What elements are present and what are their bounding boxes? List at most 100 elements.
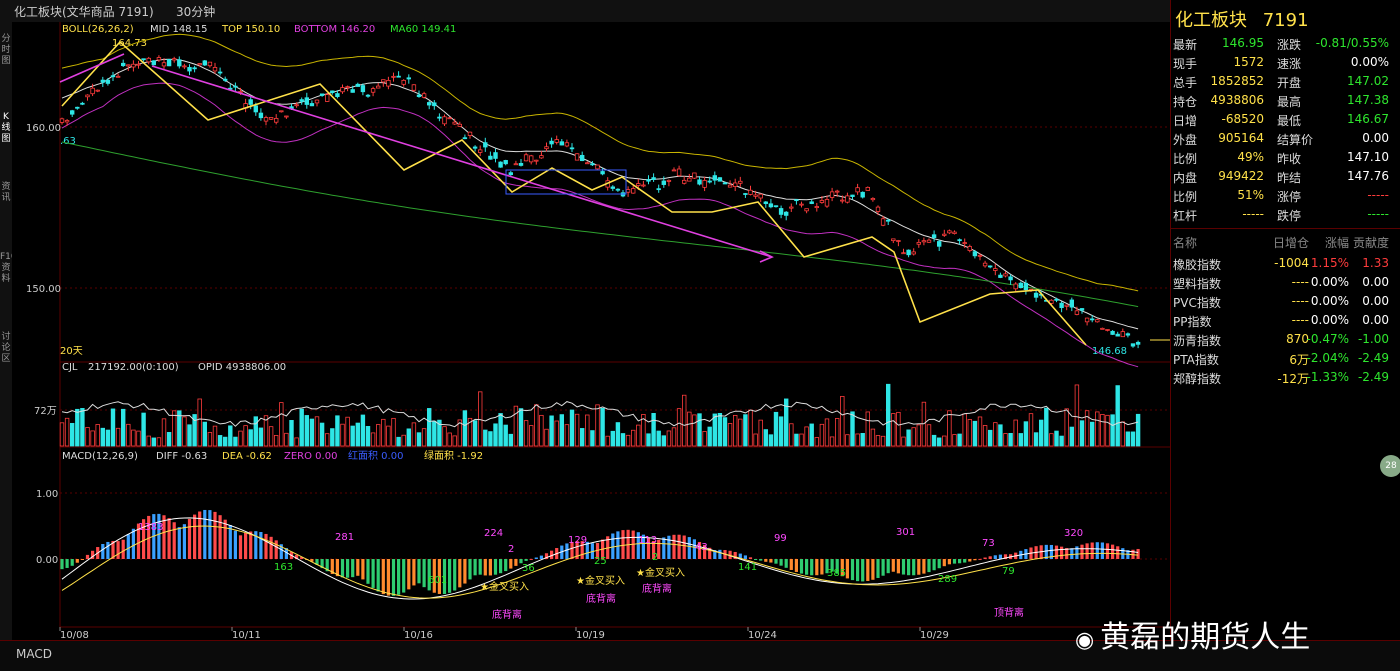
candle-body [401,79,406,85]
macd-bar [748,557,753,559]
volume-bar [539,414,544,447]
volume-bar [197,398,202,447]
volume-bar [1069,426,1074,447]
macd-bar [381,559,385,595]
macd-bar [652,541,656,559]
index-cell: 0.00% [1310,313,1349,327]
candle-body [115,75,121,78]
candle-body [483,142,488,148]
volume-bar [845,434,850,447]
watermark-text: 黄磊的期货人生 [1100,620,1311,655]
quote-name: 化工板块 [1175,10,1247,31]
volume-bar [738,418,743,447]
macd-bar [580,541,584,559]
tab-kline[interactable]: K线图 [1,112,11,144]
macd-bar [442,559,447,594]
volume-bar [620,433,626,447]
macd-bar [422,559,426,588]
tab-f10[interactable]: F10资料 [0,252,17,284]
candle-body [452,121,457,125]
volume-bar [294,437,299,447]
index-header[interactable]: 名称 [1173,236,1198,250]
candle-body [702,180,707,188]
index-cell: 沥青指数 [1173,334,1222,348]
macd-bar [453,559,457,591]
macd-bar [182,524,186,559]
opid-value: OPID 4938806.00 [198,362,286,373]
macd-value-label: 1383 [138,522,163,533]
candle-body [416,94,422,97]
macd-bar [703,544,707,559]
volume-bar [192,414,197,447]
candle-body [518,162,524,166]
volume-bar [477,391,483,447]
candle-body [870,198,876,201]
macd-value-label: 301 [896,527,915,538]
candle-body [880,218,886,226]
index-header[interactable]: 贡献度 [1352,236,1389,250]
macd-label[interactable]: MACD(12,26,9) [62,451,138,462]
macd-bar [550,550,554,559]
index-cell: 0.00 [1362,275,1389,289]
volume-bar [676,408,682,447]
macd-bar [238,535,243,559]
volume-bar [661,435,666,447]
volume-bar [1105,414,1110,447]
volume-bar [136,430,141,447]
macd-bar [483,559,487,576]
kline-chart[interactable]: BOLL(26,26,2) MID 148.15 TOP 150.10 BOTT… [12,22,1170,640]
bottom-tab-macd[interactable]: MACD [16,647,52,661]
macd-value-label: 43 [695,542,708,553]
tab-time-share[interactable]: 分时图 [1,34,11,66]
volume-bar [580,428,585,447]
index-cell: -2.49 [1357,351,1389,365]
macd-bar [402,559,406,593]
macd-bar [274,540,278,559]
volume-bar [207,432,213,447]
macd-bar [963,559,967,563]
macd-bar [544,553,549,559]
quote-label: 外盘 [1173,133,1198,147]
tab-discussion[interactable]: 讨论区 [1,332,11,364]
volume-bar [304,415,309,447]
volume-bar [1013,419,1018,447]
volume-bar [1049,433,1054,447]
boll-label[interactable]: BOLL(26,26,2) [62,24,134,35]
macd-value-label: 281 [335,532,354,543]
badge[interactable]: 28 [1380,455,1400,477]
volume-bar [799,433,804,447]
tab-news[interactable]: 资讯 [1,182,11,203]
macd-dea: DEA -0.62 [222,451,272,462]
candle-body [947,230,952,234]
index-cell: 0.00% [1310,275,1349,289]
macd-bar [968,559,972,562]
timeframe-select[interactable]: 30分钟 [176,5,216,19]
quote-panel: 化工板块 7191 最新 146.95 涨跌 -0.81/0.55% 现手 1572 速涨 0… [1170,0,1400,640]
volume-bar [671,427,677,447]
candle-body [850,194,855,197]
macd-bar [279,544,283,559]
macd-bar [187,518,192,559]
candle-body [156,57,162,61]
index-header[interactable]: 涨幅 [1324,236,1349,250]
macd-bar [565,543,569,559]
candle-body [90,87,95,95]
volume-bar [457,419,462,447]
macd-value-label: 113 [638,535,657,546]
candle-body [768,203,774,208]
quote-label: 现手 [1173,57,1198,71]
candle-body [794,199,799,202]
candle-body [396,75,401,78]
volume-bar [493,423,498,447]
candle-body [692,172,697,179]
quote-label: 比例 [1173,152,1198,166]
quote-label: 结算价 [1277,133,1314,147]
index-header[interactable]: 日增仓 [1272,236,1309,250]
macd-scale-0: 0.00 [36,555,58,566]
x-axis-label: 10/24 [748,630,777,640]
volume-label[interactable]: CJL [62,362,78,373]
candle-body [972,251,978,257]
volume-bar [809,423,814,447]
candle-body [498,161,503,168]
index-cell: 870 [1286,332,1309,346]
